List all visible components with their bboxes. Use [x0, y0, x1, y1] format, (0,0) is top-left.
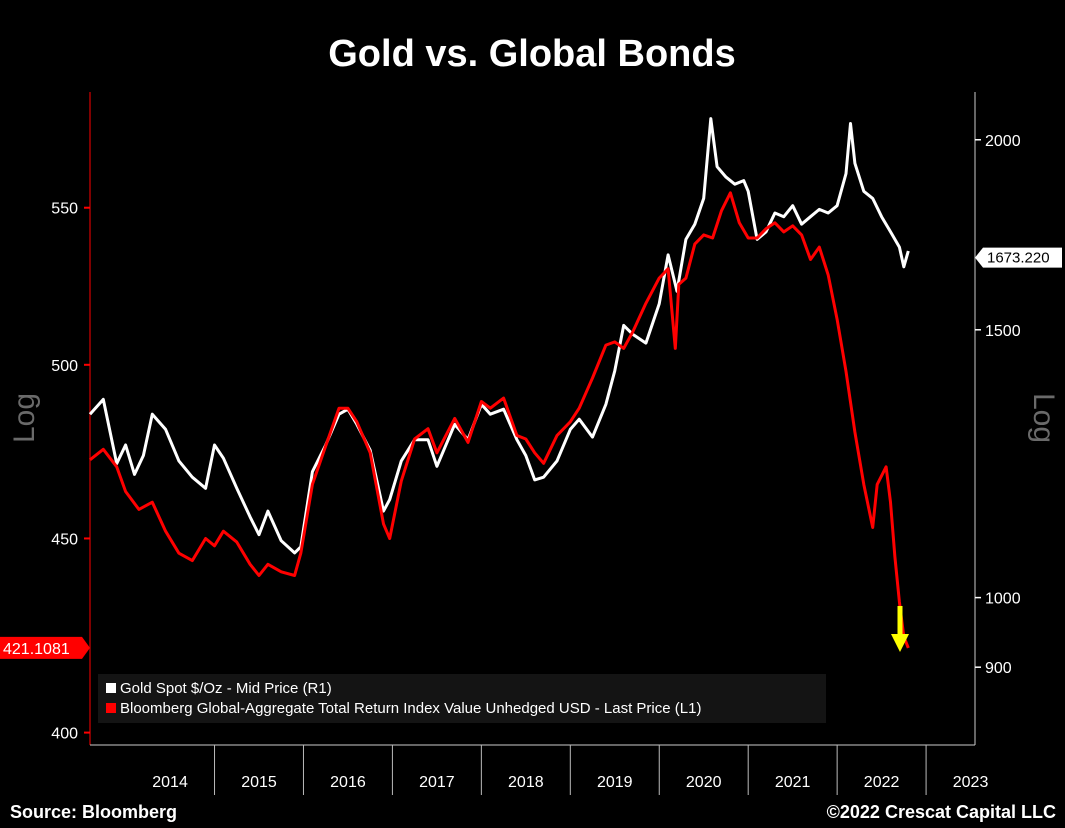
left-last-value-marker: 421.1081: [0, 636, 90, 659]
x-tick-label: 2016: [330, 774, 366, 791]
right-tick-label: 1000: [985, 591, 1021, 608]
legend-swatch-bonds: [106, 703, 116, 713]
x-tick-label: 2018: [508, 774, 544, 791]
copyright-note: ©2022 Crescat Capital LLC: [827, 802, 1056, 822]
left-tick-label: 400: [51, 726, 78, 743]
left-axis-ticks: 400 450 500 550: [51, 201, 90, 743]
right-axis-ticks: 900 1000 1500 2000: [975, 133, 1021, 677]
x-axis-ticks: 2014 2015 2016 2017 2018 2019 2020 2021 2022 2023: [152, 745, 988, 795]
x-tick-label: 2017: [419, 774, 455, 791]
left-tick-label: 450: [51, 531, 78, 548]
x-tick-label: 2021: [775, 774, 811, 791]
right-last-value-badge: [975, 247, 1062, 268]
x-tick-label: 2020: [686, 774, 722, 791]
x-tick-label: 2023: [953, 774, 989, 791]
left-tick-label: 550: [51, 201, 78, 218]
right-tick-label: 2000: [985, 133, 1021, 150]
right-last-value-marker: 1673.220: [975, 247, 1062, 268]
chart-title: Gold vs. Global Bonds: [328, 33, 735, 75]
right-last-value-label: 1673.220: [987, 250, 1050, 267]
x-tick-label: 2022: [864, 774, 900, 791]
x-tick-label: 2015: [241, 774, 277, 791]
series-layer: [88, 117, 910, 649]
global-bonds-line: [89, 191, 910, 649]
gold-price-line: [88, 117, 910, 555]
left-last-value-label: 421.1081: [3, 641, 70, 658]
right-axis-label: Log: [1027, 393, 1060, 443]
source-note: Source: Bloomberg: [10, 802, 177, 822]
x-tick-label: 2014: [152, 774, 188, 791]
legend-swatch-gold: [106, 683, 116, 693]
right-tick-label: 1500: [985, 323, 1021, 340]
left-axis-label: Log: [8, 393, 41, 443]
legend-label-gold: Gold Spot $/Oz - Mid Price (R1): [120, 680, 332, 697]
legend-label-bonds: Bloomberg Global-Aggregate Total Return …: [120, 700, 701, 717]
legend-box: [98, 674, 826, 723]
left-tick-label: 500: [51, 358, 78, 375]
legend: Gold Spot $/Oz - Mid Price (R1) Bloomber…: [98, 674, 826, 723]
x-tick-label: 2019: [597, 774, 633, 791]
right-tick-label: 900: [985, 660, 1012, 677]
down-arrow-icon: [891, 606, 909, 652]
left-last-value-badge: [0, 636, 90, 659]
